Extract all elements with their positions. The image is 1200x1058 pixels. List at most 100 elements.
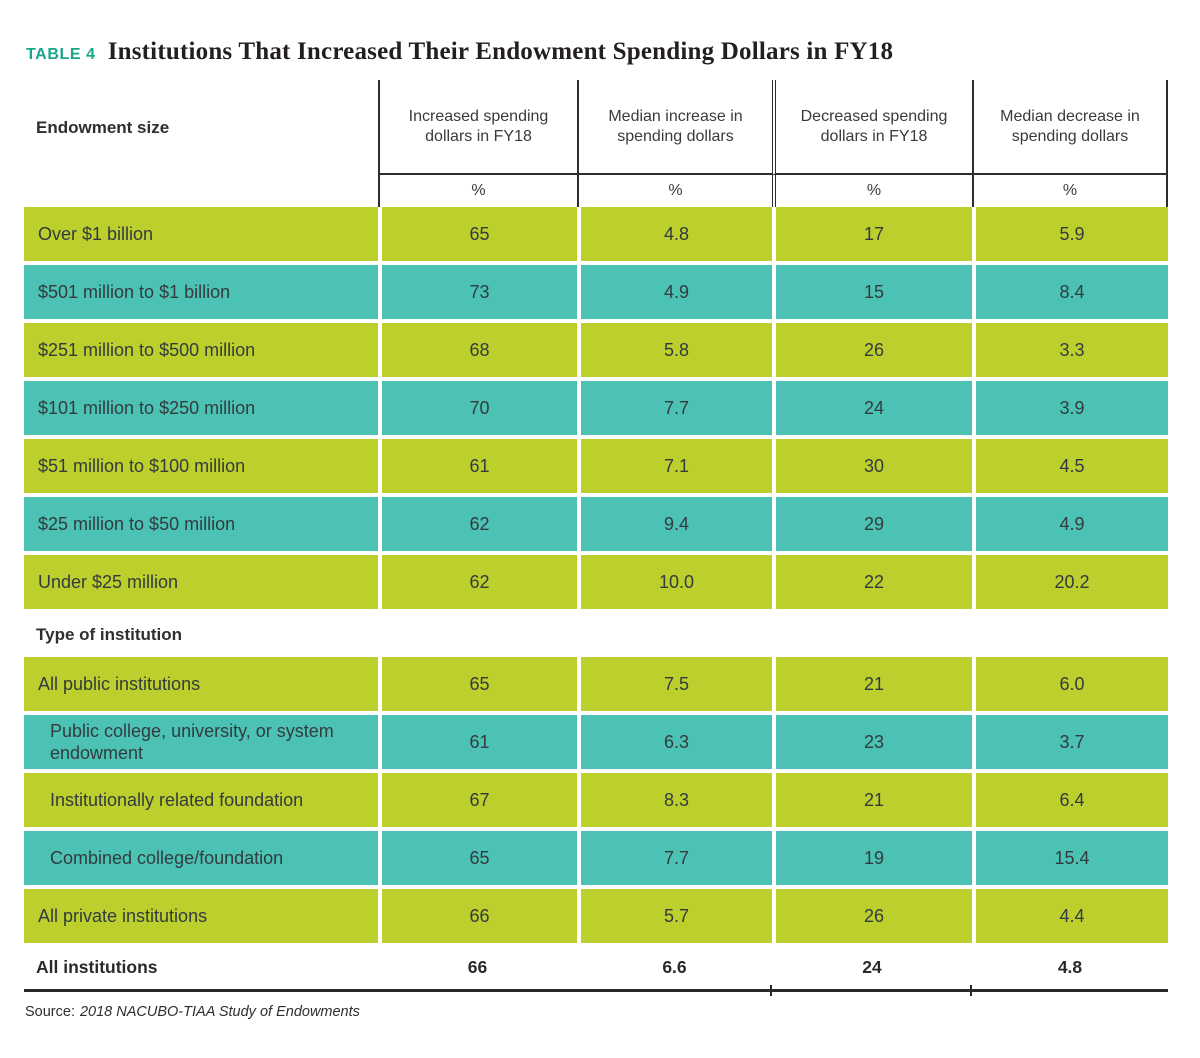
cell-value: 29 [772, 497, 972, 551]
row-label: All public institutions [24, 657, 378, 711]
cell-value: 6.3 [577, 715, 772, 769]
cell-value: 26 [772, 889, 972, 943]
cell-value: 7.7 [577, 831, 772, 885]
table-row-25m-to-50m: $25 million to $50 million 62 9.4 29 4.9 [24, 497, 1168, 551]
table-row-all-private: All private institutions 66 5.7 26 4.4 [24, 889, 1168, 943]
cell-value: 6.4 [972, 773, 1168, 827]
cell-value: 23 [772, 715, 972, 769]
column-divider-tick [770, 985, 772, 996]
cell-value: 62 [378, 555, 577, 609]
unit-cell: % [972, 175, 1168, 207]
row-label: $501 million to $1 billion [24, 265, 378, 319]
table-header-row: Endowment size Increased spending dollar… [24, 80, 1168, 175]
cell-value: 8.4 [972, 265, 1168, 319]
cell-value: 65 [378, 207, 577, 261]
cell-value: 61 [378, 439, 577, 493]
cell-value: 7.1 [577, 439, 772, 493]
cell-value: 21 [772, 657, 972, 711]
cell-value: 5.9 [972, 207, 1168, 261]
cell-value: 70 [378, 381, 577, 435]
cell-value: 3.3 [972, 323, 1168, 377]
section-heading-type-of-institution: Type of institution [36, 625, 183, 644]
source-line: Source: 2018 NACUBO-TIAA Study of Endowme… [24, 1004, 1176, 1020]
cell-value: 65 [378, 657, 577, 711]
unit-cell: % [577, 175, 772, 207]
row-group-header: Endowment size [36, 117, 170, 137]
row-label: All private institutions [24, 889, 378, 943]
row-label: Institutionally related foundation [24, 773, 378, 827]
cell-value: 66 [378, 947, 577, 987]
row-label: Under $25 million [24, 555, 378, 609]
row-label: Public college, university, or system en… [24, 715, 378, 769]
cell-value: 19 [772, 831, 972, 885]
table-row-251m-to-500m: $251 million to $500 million 68 5.8 26 3… [24, 323, 1168, 377]
row-label: $251 million to $500 million [24, 323, 378, 377]
cell-value: 22 [772, 555, 972, 609]
unit-cell-empty [24, 175, 378, 207]
row-label: $25 million to $50 million [24, 497, 378, 551]
row-label: Over $1 billion [24, 207, 378, 261]
bottom-rule [24, 985, 1168, 996]
column-header-median-decrease: Median decrease in spending dollars [972, 80, 1168, 175]
cell-value: 6.6 [577, 947, 772, 987]
table-row-institutionally-related: Institutionally related foundation 67 8.… [24, 773, 1168, 827]
unit-cell: % [378, 175, 577, 207]
table-row-combined-college-foundation: Combined college/foundation 65 7.7 19 15… [24, 831, 1168, 885]
cell-value: 6.0 [972, 657, 1168, 711]
column-header-decreased-spending: Decreased spending dollars in FY18 [772, 80, 972, 175]
cell-value: 3.7 [972, 715, 1168, 769]
cell-value: 4.8 [577, 207, 772, 261]
cell-value: 20.2 [972, 555, 1168, 609]
table-title: Institutions That Increased Their Endowm… [107, 38, 894, 65]
report-page: TABLE 4 Institutions That Increased Thei… [24, 38, 1176, 1020]
source-label: Source: [25, 1004, 75, 1020]
unit-row: % % % % [24, 175, 1168, 207]
cell-value: 26 [772, 323, 972, 377]
cell-value: 24 [772, 381, 972, 435]
cell-value: 67 [378, 773, 577, 827]
row-label: $51 million to $100 million [24, 439, 378, 493]
table-row-501m-to-1b: $501 million to $1 billion 73 4.9 15 8.4 [24, 265, 1168, 319]
table-row-public-college: Public college, university, or system en… [24, 715, 1168, 769]
cell-value: 4.4 [972, 889, 1168, 943]
cell-value: 4.5 [972, 439, 1168, 493]
row-label: $101 million to $250 million [24, 381, 378, 435]
table-row-all-public: All public institutions 65 7.5 21 6.0 [24, 657, 1168, 711]
cell-value: 21 [772, 773, 972, 827]
cell-value: 4.9 [972, 497, 1168, 551]
cell-value: 8.3 [577, 773, 772, 827]
cell-value: 15 [772, 265, 972, 319]
cell-value: 30 [772, 439, 972, 493]
cell-value: 24 [772, 947, 972, 987]
table-row-over-1-billion: Over $1 billion 65 4.8 17 5.9 [24, 207, 1168, 261]
cell-value: 4.8 [972, 947, 1168, 987]
table-tag: TABLE 4 [26, 46, 96, 63]
cell-value: 66 [378, 889, 577, 943]
cell-value: 68 [378, 323, 577, 377]
cell-value: 73 [378, 265, 577, 319]
cell-value: 7.5 [577, 657, 772, 711]
table-row-all-institutions: All institutions 66 6.6 24 4.8 [24, 947, 1168, 987]
table-row-101m-to-250m: $101 million to $250 million 70 7.7 24 3… [24, 381, 1168, 435]
source-text: 2018 NACUBO-TIAA Study of Endowments [79, 1004, 360, 1020]
cell-value: 15.4 [972, 831, 1168, 885]
cell-value: 3.9 [972, 381, 1168, 435]
cell-value: 5.8 [577, 323, 772, 377]
table-row-51m-to-100m: $51 million to $100 million 61 7.1 30 4.… [24, 439, 1168, 493]
cell-value: 9.4 [577, 497, 772, 551]
cell-value: 4.9 [577, 265, 772, 319]
cell-value: 65 [378, 831, 577, 885]
column-header-median-increase: Median increase in spending dollars [577, 80, 772, 175]
cell-value: 62 [378, 497, 577, 551]
cell-value: 10.0 [577, 555, 772, 609]
row-label: All institutions [24, 947, 378, 987]
cell-value: 7.7 [577, 381, 772, 435]
column-divider-tick [970, 985, 972, 996]
row-label: Combined college/foundation [24, 831, 378, 885]
column-header-increased-spending: Increased spending dollars in FY18 [378, 80, 577, 175]
cell-value: 5.7 [577, 889, 772, 943]
cell-value: 61 [378, 715, 577, 769]
unit-cell: % [772, 175, 972, 207]
table-title-block: TABLE 4 Institutions That Increased Thei… [26, 38, 1176, 70]
cell-value: 17 [772, 207, 972, 261]
